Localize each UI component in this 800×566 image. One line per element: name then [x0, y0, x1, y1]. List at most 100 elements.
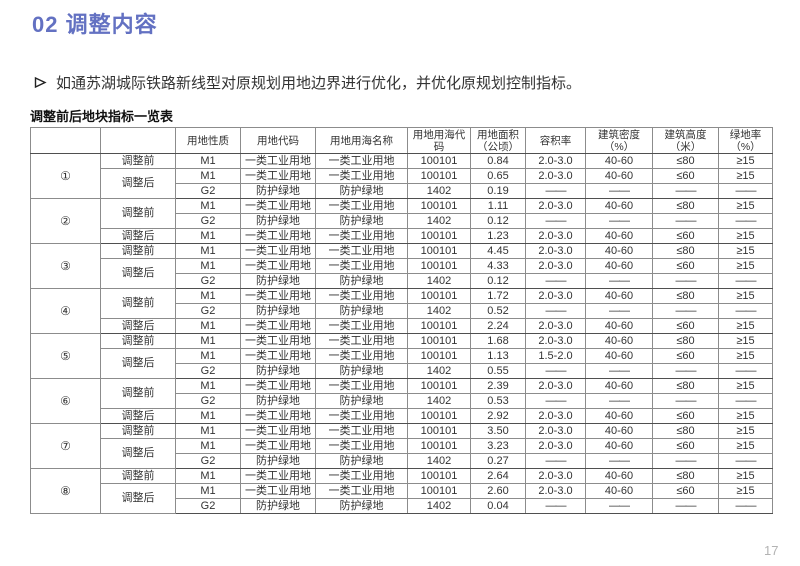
table-cell: 防护绿地: [240, 273, 316, 289]
table-cell: ≥15: [718, 378, 773, 394]
table-cell: ≥15: [718, 333, 773, 349]
table-cell: 100101: [407, 168, 471, 184]
table-cell: 一类工业用地: [315, 198, 408, 214]
table-cell: ——: [585, 273, 653, 289]
table-cell: ≤80: [652, 243, 719, 259]
table-cell: 40-60: [585, 318, 653, 334]
page-title: 02 调整内容: [32, 12, 158, 37]
table-cell: ≤80: [652, 333, 719, 349]
table-cell: ≥15: [718, 483, 773, 499]
table-cell: 防护绿地: [315, 363, 408, 379]
phase-label: 调整前: [100, 468, 176, 484]
table-cell: ≤80: [652, 288, 719, 304]
table-cell: ≤80: [652, 378, 719, 394]
table-row: G2 防护绿地 防护绿地 1402 0.53 —— —— —— ——: [31, 393, 773, 409]
table-row: 调整后 M1 一类工业用地 一类工业用地 100101 2.60 2.0-3.0 40-60 ≤…: [31, 483, 773, 514]
phase-label: 调整前: [100, 333, 176, 349]
table-cell: 2.0-3.0: [525, 168, 586, 184]
table-cell: ≤60: [652, 483, 719, 499]
table-cell: 1402: [407, 183, 471, 199]
table-cell: 2.0-3.0: [525, 198, 586, 214]
table-cell: 1.5-2.0: [525, 348, 586, 364]
table-cell: 一类工业用地: [240, 228, 316, 244]
table-cell: ≥15: [718, 288, 773, 304]
phase-label: 调整后: [100, 348, 176, 379]
table-cell: 1.13: [470, 348, 526, 364]
table-cell: ≤60: [652, 258, 719, 274]
table-cell: 1402: [407, 393, 471, 409]
table-cell: ——: [525, 453, 586, 469]
table-body: ① 调整前 M1 一类工业用地 一类工业用地 100101 0.84 2.0-3.0 40-60…: [30, 153, 773, 514]
table-cell: 40-60: [585, 408, 653, 424]
table-cell: 2.0-3.0: [525, 468, 586, 484]
column-header: [100, 127, 176, 154]
table-cell: 一类工业用地: [315, 378, 408, 394]
table-cell: 40-60: [585, 153, 653, 169]
table-cell: ≥15: [718, 348, 773, 364]
table-cell: 0.53: [470, 393, 526, 409]
table-row: ② 调整前 M1 一类工业用地 一类工业用地 100101 1.11 2.0-3.0 40-60…: [30, 198, 773, 244]
phase-label: 调整后: [100, 408, 176, 424]
table-cell: 防护绿地: [315, 303, 408, 319]
table-cell: 防护绿地: [315, 498, 408, 514]
table-cell: 4.45: [470, 243, 526, 259]
table-cell: ——: [652, 183, 719, 199]
table-cell: ——: [585, 363, 653, 379]
table-cell: 2.0-3.0: [525, 153, 586, 169]
table-cell: M1: [175, 348, 241, 364]
table-cell: 防护绿地: [240, 453, 316, 469]
group-number: ⑧: [30, 468, 101, 514]
table-cell: 100101: [407, 348, 471, 364]
phase-label: 调整前: [100, 243, 176, 259]
table-row: ⑤ 调整前 M1 一类工业用地 一类工业用地 100101 1.68 2.0-3.0 40-60…: [30, 333, 773, 379]
table-cell: 1.72: [470, 288, 526, 304]
table-row: ① 调整前 M1 一类工业用地 一类工业用地 100101 0.84 2.0-3.0 40-60…: [30, 153, 773, 199]
table-cell: G2: [175, 183, 241, 199]
table-cell: M1: [175, 228, 241, 244]
table-cell: 一类工业用地: [315, 483, 408, 499]
table-cell: 一类工业用地: [240, 483, 316, 499]
table-caption: 调整前后地块指标一览表: [30, 109, 174, 124]
table-cell: 一类工业用地: [240, 333, 316, 349]
column-header: 用地代码: [240, 127, 316, 154]
table-cell: 100101: [407, 288, 471, 304]
table-cell: 2.0-3.0: [525, 483, 586, 499]
table-cell: ——: [652, 303, 719, 319]
table-cell: M1: [175, 153, 241, 169]
table-cell: ——: [652, 453, 719, 469]
column-header: 用地用海名称: [315, 127, 408, 154]
table-cell: ——: [718, 213, 773, 229]
table-row: 调整后 M1 一类工业用地 一类工业用地 100101 0.65 2.0-3.0 40-60 ≤…: [31, 168, 773, 199]
table-cell: 1402: [407, 363, 471, 379]
table-cell: M1: [175, 258, 241, 274]
table-cell: 40-60: [585, 168, 653, 184]
group-number: ②: [30, 198, 101, 244]
table-cell: 100101: [407, 243, 471, 259]
table-cell: M1: [175, 438, 241, 454]
table-cell: ≤80: [652, 153, 719, 169]
table-cell: 一类工业用地: [240, 198, 316, 214]
table-cell: 1402: [407, 303, 471, 319]
phase-label: 调整后: [100, 258, 176, 289]
table-cell: 40-60: [585, 378, 653, 394]
table-cell: 一类工业用地: [315, 348, 408, 364]
table-cell: ——: [525, 213, 586, 229]
table-cell: 1402: [407, 453, 471, 469]
column-header: 绿地率 （%）: [718, 127, 773, 154]
column-header: 建筑密度（%）: [585, 127, 653, 154]
table-cell: ≤80: [652, 423, 719, 439]
intro-bullet: 如通苏湖城际铁路新线型对原规划用地边界进行优化，并优化原规划控制指标。: [34, 72, 581, 93]
table-cell: M1: [175, 318, 241, 334]
table-cell: 防护绿地: [240, 183, 316, 199]
table-cell: 0.12: [470, 273, 526, 289]
table-cell: 0.84: [470, 153, 526, 169]
table-cell: 0.12: [470, 213, 526, 229]
table-cell: 2.0-3.0: [525, 423, 586, 439]
table-cell: ——: [585, 498, 653, 514]
table-cell: ——: [718, 393, 773, 409]
table-cell: ——: [652, 498, 719, 514]
table-cell: ——: [585, 393, 653, 409]
table-cell: 2.0-3.0: [525, 243, 586, 259]
table-cell: ——: [585, 213, 653, 229]
table-row: ④ 调整前 M1 一类工业用地 一类工业用地 100101 1.72 2.0-3.0 40-60…: [30, 288, 773, 334]
